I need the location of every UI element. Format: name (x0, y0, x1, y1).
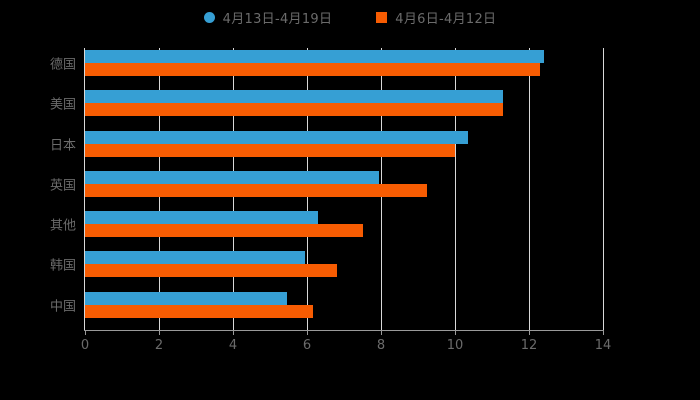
gridline (603, 48, 604, 330)
y-axis-label-0: 德国 (49, 57, 76, 73)
legend-item-series-0[interactable]: 4月13日-4月19日 (203, 8, 333, 27)
y-axis-label-3: 英国 (49, 178, 76, 194)
bar-中国-series-1[interactable] (85, 304, 313, 318)
x-tick-mark (529, 330, 530, 335)
x-tick-label: 4 (228, 338, 238, 353)
x-tick-mark (233, 330, 234, 335)
x-tick-label: 2 (154, 338, 164, 353)
bar-韩国-series-0[interactable] (85, 251, 306, 265)
x-tick-mark (159, 330, 160, 335)
x-tick-label: 6 (302, 338, 312, 353)
bar-英国-series-1[interactable] (85, 183, 428, 197)
x-tick-label: 0 (80, 338, 90, 353)
bar-中国-series-0[interactable] (85, 291, 287, 305)
x-tick-label: 10 (446, 338, 464, 353)
x-tick-label: 8 (376, 338, 386, 353)
y-axis-line (84, 48, 85, 330)
x-tick-mark (603, 330, 604, 335)
bar-其他-series-0[interactable] (85, 211, 319, 225)
y-axis-label-2: 日本 (49, 138, 76, 154)
y-axis-label-4: 其他 (49, 218, 76, 234)
x-tick-mark (381, 330, 382, 335)
bar-韩国-series-1[interactable] (85, 264, 337, 278)
y-axis-label-1: 美国 (49, 97, 76, 113)
x-tick-mark (307, 330, 308, 335)
bar-日本-series-0[interactable] (85, 130, 468, 144)
bar-德国-series-0[interactable] (85, 50, 544, 63)
x-tick-mark (455, 330, 456, 335)
bar-其他-series-1[interactable] (85, 224, 363, 238)
gridline (529, 48, 530, 330)
bar-德国-series-1[interactable] (85, 63, 541, 76)
bar-美国-series-1[interactable] (85, 103, 504, 117)
chart-legend: 4月13日-4月19日 4月6日-4月12日 (0, 8, 700, 27)
legend-item-series-1[interactable]: 4月6日-4月12日 (376, 8, 496, 27)
legend-label-series-1: 4月6日-4月12日 (395, 12, 497, 27)
gridline (455, 48, 456, 330)
bar-日本-series-1[interactable] (85, 143, 455, 157)
y-axis-label-5: 韩国 (49, 258, 76, 274)
x-tick-label: 12 (520, 338, 538, 353)
circle-marker-icon (203, 12, 215, 23)
x-tick-mark (85, 330, 86, 335)
x-axis-line (84, 330, 604, 331)
y-axis-label-6: 中国 (49, 299, 76, 315)
bar-美国-series-0[interactable] (85, 90, 504, 104)
x-tick-label: 14 (594, 338, 612, 353)
bar-英国-series-0[interactable] (85, 170, 380, 184)
square-marker-icon (376, 12, 388, 23)
legend-label-series-0: 4月13日-4月19日 (222, 12, 333, 27)
plot-area: 0 2 4 6 8 10 12 14 德国美国日本英国其他韩国中国 (50, 48, 611, 353)
